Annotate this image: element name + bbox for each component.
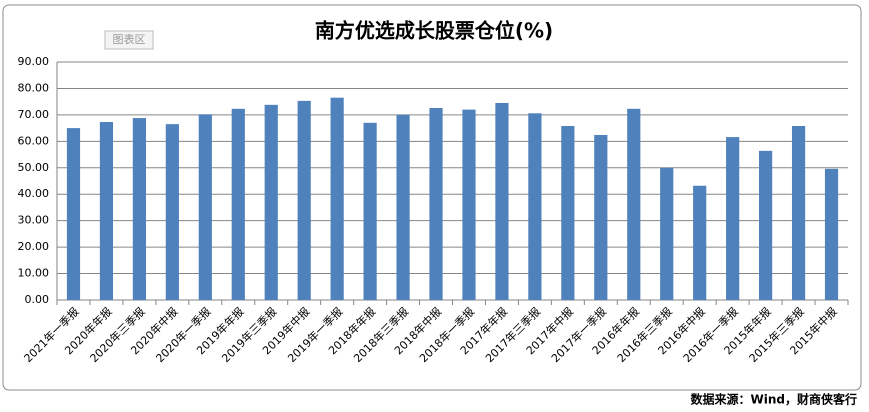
y-tick-label: 80.00: [18, 81, 50, 94]
y-tick-label: 0.00: [25, 293, 50, 306]
bar: [330, 97, 344, 300]
y-tick-label: 90.00: [18, 55, 50, 68]
bar: [396, 114, 410, 300]
y-tick-label: 50.00: [18, 161, 50, 174]
bar: [66, 128, 81, 300]
bar: [594, 134, 608, 300]
bar: [495, 102, 509, 300]
y-tick-label: 20.00: [18, 240, 50, 253]
y-tick-label: 40.00: [18, 187, 50, 200]
bar: [660, 167, 674, 300]
bar: [726, 137, 740, 300]
bar: [824, 168, 839, 300]
bar: [693, 185, 707, 300]
bar: [363, 122, 377, 300]
bar: [561, 125, 575, 301]
bar: [528, 113, 542, 301]
bar: [759, 150, 773, 300]
source: 数据来源：Wind，财商侠客行: [691, 392, 857, 407]
bar: [627, 108, 641, 300]
bar: [462, 109, 476, 300]
bar: [264, 104, 278, 300]
y-tick-label: 60.00: [18, 134, 50, 147]
bar: [429, 108, 443, 300]
bar: [791, 125, 806, 301]
bar: [165, 124, 179, 301]
y-tick-label: 10.00: [18, 267, 50, 280]
chart-title: 南方优选成长股票仓位(%): [315, 19, 553, 43]
y-tick-label: 70.00: [18, 108, 50, 121]
bar: [99, 122, 114, 300]
bar: [198, 114, 212, 300]
tooltip-box: [104, 30, 154, 50]
y-tick-label: 30.00: [18, 214, 50, 227]
bar: [297, 100, 311, 300]
bar: [132, 118, 146, 300]
bar: [231, 108, 245, 300]
tooltip: 图表区: [113, 32, 146, 46]
